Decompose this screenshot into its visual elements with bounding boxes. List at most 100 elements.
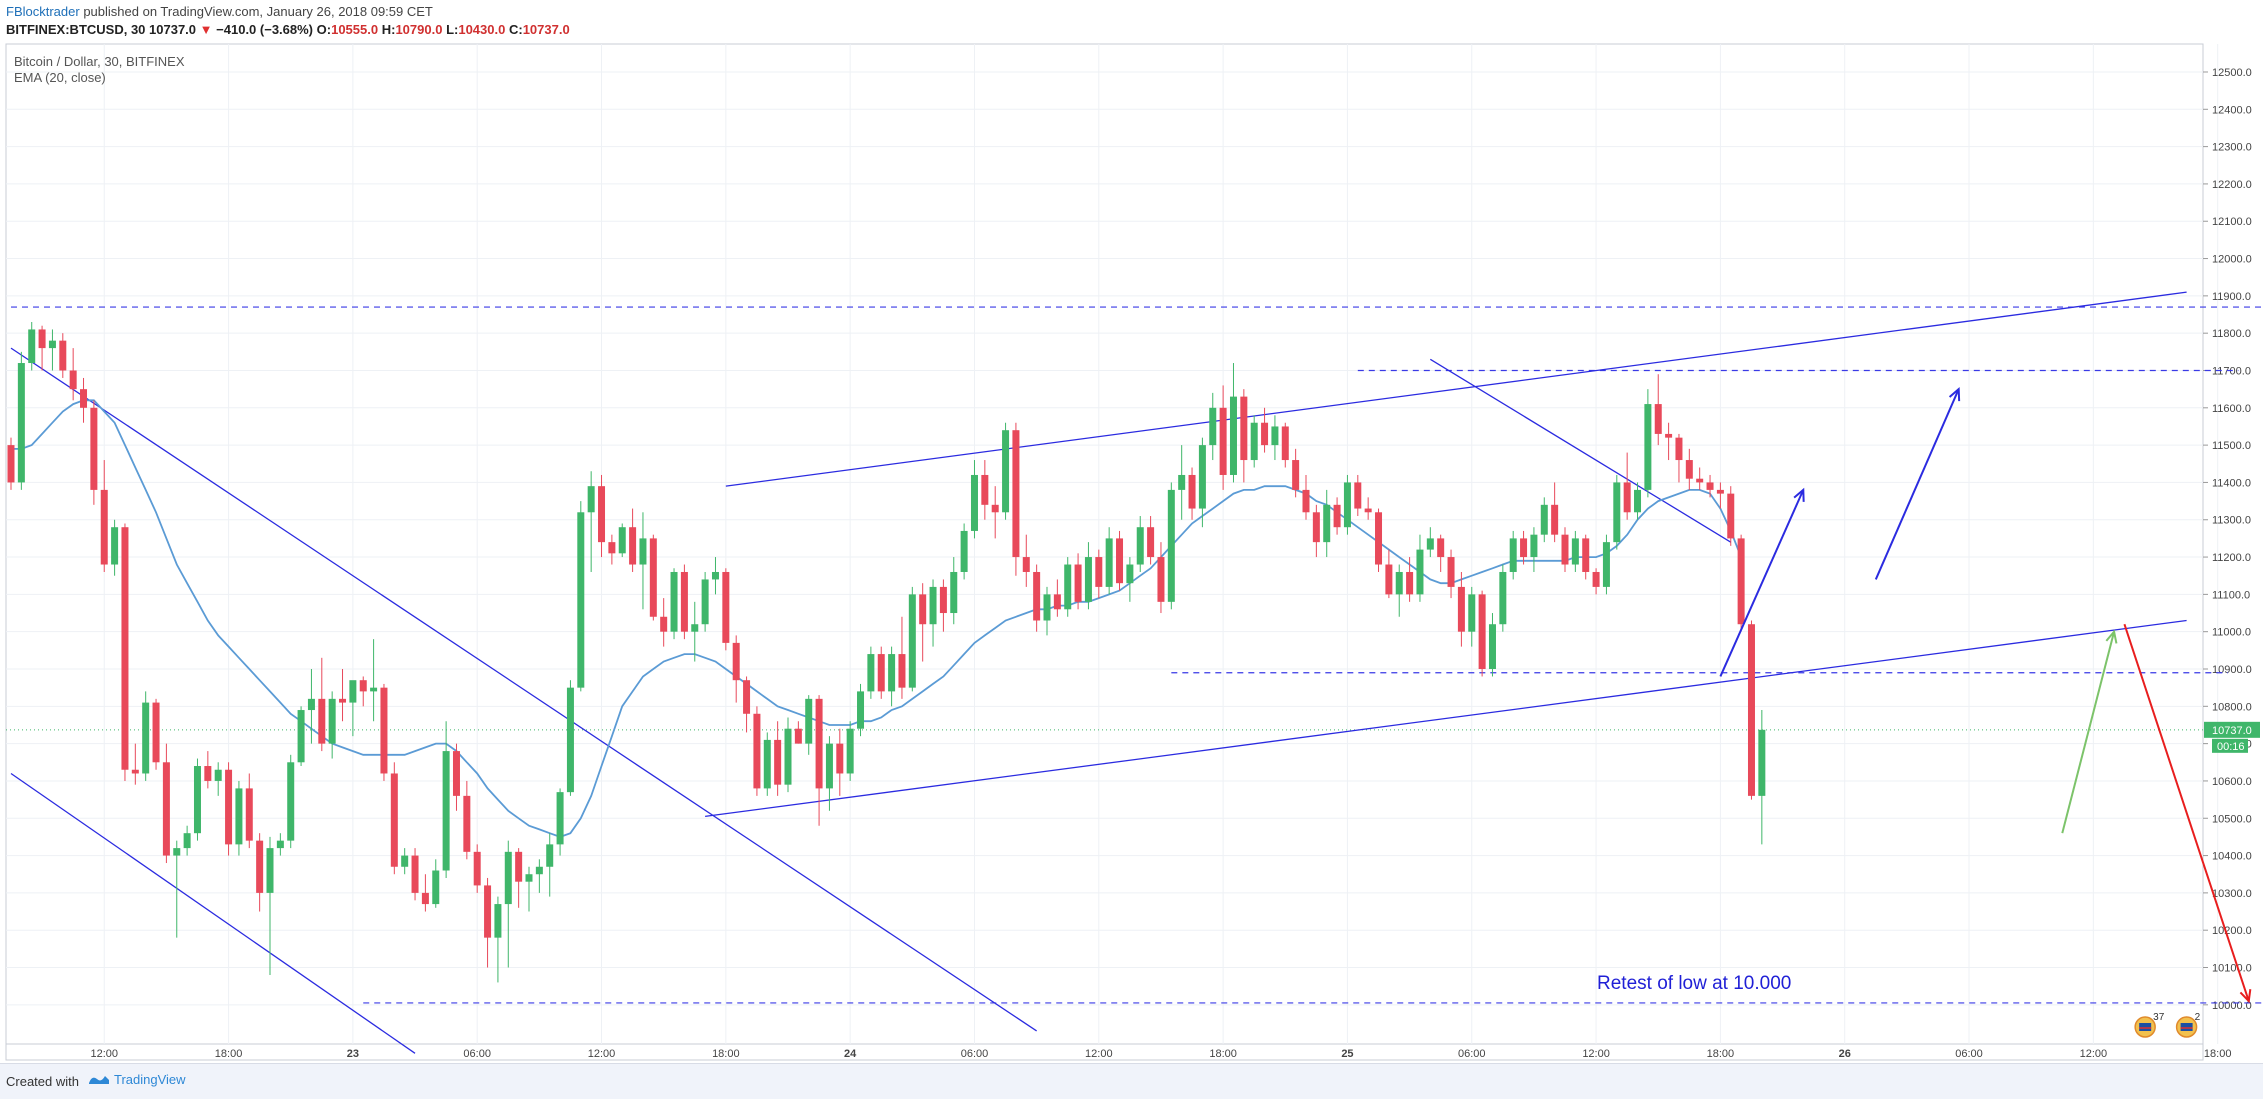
candle-down (1261, 422, 1269, 446)
candle-down (1157, 557, 1165, 602)
candle-down (245, 788, 253, 841)
arrow-head (2105, 629, 2118, 644)
event-flag-icon[interactable]: 37 (2134, 1012, 2165, 1038)
candle-down (452, 751, 460, 796)
trendlines (10, 291, 2187, 1054)
price-chart[interactable]: 10000.0 10100.0 10200.0 10300.0 10400.0 10500… (0, 0, 2263, 1063)
x-tick-label: 06:00 (961, 1048, 989, 1060)
candle-down (1292, 460, 1300, 490)
candle-down (1053, 594, 1061, 610)
countdown-tag-label: 00:16 (2217, 741, 2245, 753)
x-tick-label: 12:00 (588, 1048, 616, 1060)
candle-up (566, 687, 574, 793)
candle-down (1561, 534, 1569, 565)
candle-down (204, 766, 212, 781)
candle-up (1126, 564, 1134, 584)
candle-up (577, 512, 585, 688)
y-tick-label: 10300.0 (2212, 888, 2252, 900)
candle-down (1302, 489, 1310, 513)
candle-up (1136, 527, 1144, 565)
x-tick-label: 12:00 (1085, 1048, 1113, 1060)
candle-down (90, 407, 98, 490)
x-tick-label: 12:00 (2080, 1048, 2108, 1060)
candle-up (1540, 504, 1548, 535)
candle-up (442, 751, 450, 871)
candle-down (59, 340, 67, 371)
candle-up (929, 586, 937, 625)
candle-down (815, 698, 823, 789)
y-tick-label: 12000.0 (2212, 254, 2252, 266)
time-axis[interactable]: 12:00 18:00 23 06:00 12:00 18:00 24 06:00 12:00 1… (90, 1048, 2263, 1060)
candle-up (142, 702, 150, 774)
candle-up (1084, 557, 1092, 602)
x-tick-label: 18:00 (712, 1048, 740, 1060)
event-count: 37 (2153, 1012, 2165, 1023)
candle-up (494, 904, 502, 938)
candle-down (152, 702, 160, 763)
candle-up (1499, 571, 1507, 625)
candle-down (1457, 586, 1465, 632)
candle-down (1406, 571, 1414, 595)
candle-down (121, 527, 129, 770)
candle-up (1426, 538, 1434, 550)
arrow-head (1948, 387, 1961, 402)
flag-icon (2180, 1023, 2193, 1031)
candle-down (1685, 460, 1693, 479)
candle-up (1488, 624, 1496, 669)
y-tick-label: 11200.0 (2212, 552, 2251, 564)
candle-down (649, 538, 657, 617)
symbol-label: BITFINEX:BTCUSD, 30 (6, 22, 146, 37)
candle-down (1240, 396, 1248, 461)
candle-up (1323, 504, 1331, 543)
y-tick-label: 11300.0 (2212, 515, 2251, 527)
candle-down (463, 795, 471, 852)
trendline (1429, 358, 1732, 543)
price-axis[interactable]: 10000.0 10100.0 10200.0 10300.0 10400.0 10500… (2203, 67, 2252, 1012)
last-price: 10737.0 (149, 22, 197, 37)
candle-up (535, 866, 543, 875)
x-tick-label: 06:00 (1955, 1048, 1983, 1060)
drawn-arrows (1719, 387, 2252, 1004)
candle-up (214, 769, 222, 781)
candle-down (919, 594, 927, 625)
candle-up (763, 739, 771, 789)
tradingview-link[interactable]: TradingView (88, 1072, 186, 1087)
author-link[interactable]: FBlocktrader (6, 4, 80, 19)
candle-up (1229, 396, 1237, 475)
y-tick-label: 11600.0 (2212, 403, 2251, 415)
candle-up (193, 766, 201, 834)
candle-up (1343, 482, 1351, 528)
candle-up (349, 680, 357, 703)
event-flag-icon[interactable]: 2 (2175, 1012, 2201, 1038)
down-triangle-icon: ▼ (199, 22, 213, 37)
candle-up (546, 844, 554, 867)
candle-up (805, 698, 813, 744)
candle-down (794, 728, 802, 744)
event-markers[interactable]: 3723 (2134, 1012, 2263, 1038)
candle-up (857, 691, 865, 729)
candle-up (1509, 538, 1517, 572)
candle-down (1727, 493, 1735, 539)
last-price-tag (2204, 721, 2260, 738)
candle-down (1716, 489, 1724, 494)
candle-down (359, 680, 367, 692)
candle-up (28, 329, 36, 364)
candle-down (1675, 437, 1683, 461)
candle-down (1665, 433, 1673, 438)
legend-indicator: EMA (20, close) (14, 70, 106, 85)
flag-icon (2139, 1023, 2152, 1031)
candle-up (1395, 571, 1403, 595)
arrow-line (2061, 631, 2116, 834)
candle-down (1312, 512, 1320, 543)
y-tick-label: 10400.0 (2212, 851, 2252, 863)
y-tick-label: 11700.0 (2212, 365, 2251, 377)
candle-up (48, 340, 56, 349)
candle-down (256, 840, 264, 893)
candle-down (1654, 404, 1662, 434)
x-tick-label: 12:00 (1582, 1048, 1610, 1060)
candle-down (421, 892, 429, 905)
x-tick-label: 06:00 (1458, 1048, 1486, 1060)
candle-up (328, 698, 336, 744)
x-tick-label: 18:00 (1707, 1048, 1735, 1060)
candle-down (1116, 538, 1124, 584)
